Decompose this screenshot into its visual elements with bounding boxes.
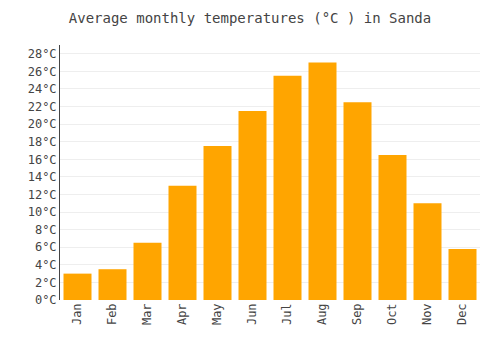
svg-text:Jun: Jun xyxy=(245,303,259,325)
svg-text:Oct: Oct xyxy=(385,303,399,325)
svg-text:Apr: Apr xyxy=(175,303,189,325)
svg-text:20°C: 20°C xyxy=(28,117,57,131)
svg-text:Jul: Jul xyxy=(280,303,294,325)
svg-text:Jan: Jan xyxy=(70,303,84,325)
svg-text:4°C: 4°C xyxy=(35,258,57,272)
svg-text:8°C: 8°C xyxy=(35,223,57,237)
svg-text:26°C: 26°C xyxy=(28,65,57,79)
svg-text:24°C: 24°C xyxy=(28,82,57,96)
svg-text:Mar: Mar xyxy=(140,303,154,325)
svg-text:0°C: 0°C xyxy=(35,293,57,307)
svg-text:Average monthly temperatures (: Average monthly temperatures (°C ) in Sa… xyxy=(69,10,431,26)
svg-text:May: May xyxy=(210,303,224,325)
svg-text:Nov: Nov xyxy=(420,303,434,325)
svg-text:Aug: Aug xyxy=(315,303,329,325)
svg-text:2°C: 2°C xyxy=(35,276,57,290)
svg-text:6°C: 6°C xyxy=(35,240,57,254)
svg-text:22°C: 22°C xyxy=(28,100,57,114)
svg-text:Sep: Sep xyxy=(350,303,364,325)
svg-text:12°C: 12°C xyxy=(28,188,57,202)
svg-text:18°C: 18°C xyxy=(28,135,57,149)
svg-text:16°C: 16°C xyxy=(28,153,57,167)
svg-text:10°C: 10°C xyxy=(28,205,57,219)
svg-text:Dec: Dec xyxy=(455,303,469,325)
svg-text:Feb: Feb xyxy=(105,303,119,325)
svg-text:14°C: 14°C xyxy=(28,170,57,184)
svg-text:28°C: 28°C xyxy=(28,47,57,61)
